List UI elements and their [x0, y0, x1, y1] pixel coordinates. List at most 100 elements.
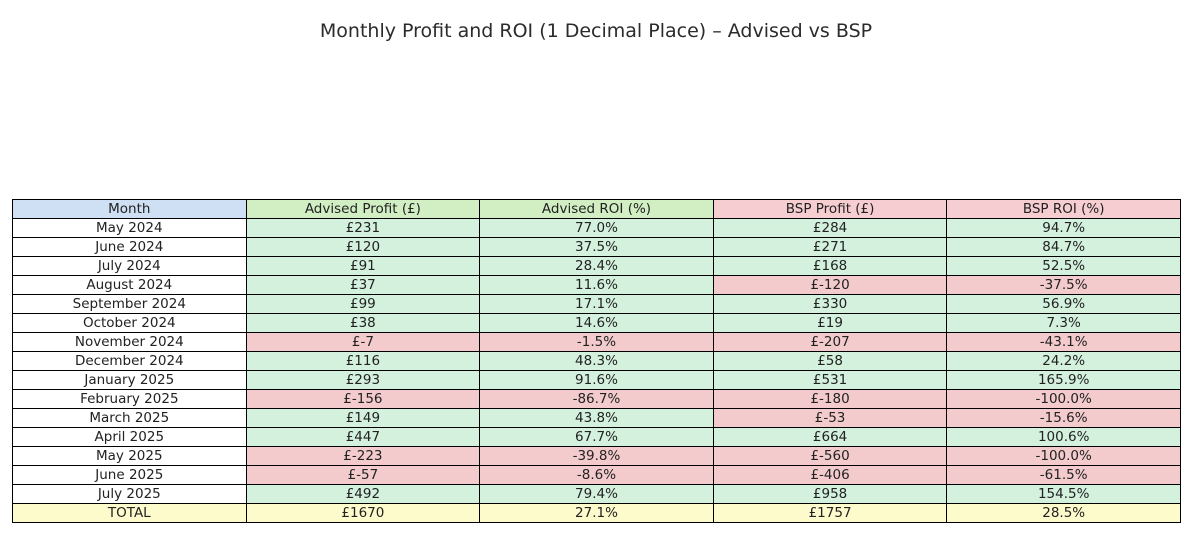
profit-roi-table: Month Advised Profit (£) Advised ROI (%)… — [12, 199, 1181, 523]
bsp-roi-cell: 24.2% — [946, 351, 1181, 371]
header-advised-profit: Advised Profit (£) — [245, 199, 481, 219]
month-cell: January 2025 — [12, 370, 247, 390]
table-row: August 2024 £37 11.6% £-120 -37.5% — [12, 275, 1181, 295]
total-month-cell: TOTAL — [12, 503, 247, 523]
advised-profit-cell: £-7 — [245, 332, 481, 352]
bsp-roi-cell: 94.7% — [946, 218, 1181, 238]
bsp-profit-cell: £284 — [712, 218, 948, 238]
header-month: Month — [12, 199, 247, 219]
bsp-profit-cell: £330 — [712, 294, 948, 314]
month-cell: October 2024 — [12, 313, 247, 333]
advised-roi-cell: 11.6% — [479, 275, 714, 295]
advised-roi-cell: -1.5% — [479, 332, 714, 352]
month-cell: May 2024 — [12, 218, 247, 238]
table-row: January 2025 £293 91.6% £531 165.9% — [12, 370, 1181, 390]
advised-roi-cell: 14.6% — [479, 313, 714, 333]
table-row: April 2025 £447 67.7% £664 100.6% — [12, 427, 1181, 447]
advised-profit-cell: £37 — [245, 275, 481, 295]
month-cell: November 2024 — [12, 332, 247, 352]
total-advised-roi-cell: 27.1% — [479, 503, 714, 523]
table-row: May 2024 £231 77.0% £284 94.7% — [12, 218, 1181, 238]
total-bsp-roi-cell: 28.5% — [946, 503, 1181, 523]
chart-title: Monthly Profit and ROI (1 Decimal Place)… — [319, 20, 873, 42]
bsp-profit-cell: £-406 — [712, 465, 948, 485]
total-advised-profit-cell: £1670 — [245, 503, 481, 523]
month-cell: June 2025 — [12, 465, 247, 485]
month-cell: June 2024 — [12, 237, 247, 257]
bsp-roi-cell: -37.5% — [946, 275, 1181, 295]
bsp-roi-cell: -15.6% — [946, 408, 1181, 428]
bsp-roi-cell: 100.6% — [946, 427, 1181, 447]
advised-profit-cell: £120 — [245, 237, 481, 257]
bsp-roi-cell: 154.5% — [946, 484, 1181, 504]
advised-roi-cell: 43.8% — [479, 408, 714, 428]
table-row: May 2025 £-223 -39.8% £-560 -100.0% — [12, 446, 1181, 466]
advised-profit-cell: £149 — [245, 408, 481, 428]
month-cell: December 2024 — [12, 351, 247, 371]
bsp-profit-cell: £271 — [712, 237, 948, 257]
advised-profit-cell: £116 — [245, 351, 481, 371]
advised-profit-cell: £492 — [245, 484, 481, 504]
table-row: November 2024 £-7 -1.5% £-207 -43.1% — [12, 332, 1181, 352]
advised-roi-cell: 17.1% — [479, 294, 714, 314]
month-cell: March 2025 — [12, 408, 247, 428]
table-row: October 2024 £38 14.6% £19 7.3% — [12, 313, 1181, 333]
advised-profit-cell: £38 — [245, 313, 481, 333]
month-cell: February 2025 — [12, 389, 247, 409]
bsp-profit-cell: £664 — [712, 427, 948, 447]
advised-profit-cell: £447 — [245, 427, 481, 447]
bsp-profit-cell: £19 — [712, 313, 948, 333]
header-row: Month Advised Profit (£) Advised ROI (%)… — [12, 199, 1181, 219]
bsp-profit-cell: £168 — [712, 256, 948, 276]
advised-roi-cell: 37.5% — [479, 237, 714, 257]
month-cell: July 2024 — [12, 256, 247, 276]
bsp-roi-cell: 84.7% — [946, 237, 1181, 257]
bsp-profit-cell: £-560 — [712, 446, 948, 466]
month-cell: August 2024 — [12, 275, 247, 295]
bsp-profit-cell: £-120 — [712, 275, 948, 295]
bsp-roi-cell: -100.0% — [946, 446, 1181, 466]
table-row: June 2024 £120 37.5% £271 84.7% — [12, 237, 1181, 257]
advised-roi-cell: 28.4% — [479, 256, 714, 276]
bsp-profit-cell: £-207 — [712, 332, 948, 352]
advised-profit-cell: £91 — [245, 256, 481, 276]
month-cell: September 2024 — [12, 294, 247, 314]
bsp-roi-cell: -100.0% — [946, 389, 1181, 409]
header-bsp-roi: BSP ROI (%) — [946, 199, 1181, 219]
bsp-profit-cell: £958 — [712, 484, 948, 504]
bsp-profit-cell: £531 — [712, 370, 948, 390]
table-row: February 2025 £-156 -86.7% £-180 -100.0% — [12, 389, 1181, 409]
advised-profit-cell: £-156 — [245, 389, 481, 409]
advised-roi-cell: 48.3% — [479, 351, 714, 371]
table-row: December 2024 £116 48.3% £58 24.2% — [12, 351, 1181, 371]
advised-profit-cell: £293 — [245, 370, 481, 390]
total-row: TOTAL £1670 27.1% £1757 28.5% — [12, 503, 1181, 523]
bsp-roi-cell: 56.9% — [946, 294, 1181, 314]
bsp-roi-cell: -61.5% — [946, 465, 1181, 485]
bsp-profit-cell: £-180 — [712, 389, 948, 409]
bsp-roi-cell: 7.3% — [946, 313, 1181, 333]
table-row: June 2025 £-57 -8.6% £-406 -61.5% — [12, 465, 1181, 485]
bsp-profit-cell: £58 — [712, 351, 948, 371]
month-cell: May 2025 — [12, 446, 247, 466]
table-row: July 2024 £91 28.4% £168 52.5% — [12, 256, 1181, 276]
table-body: May 2024 £231 77.0% £284 94.7% June 2024 £120 3… — [12, 218, 1181, 523]
bsp-roi-cell: 52.5% — [946, 256, 1181, 276]
advised-roi-cell: 79.4% — [479, 484, 714, 504]
month-cell: April 2025 — [12, 427, 247, 447]
bsp-roi-cell: 165.9% — [946, 370, 1181, 390]
month-cell: July 2025 — [12, 484, 247, 504]
advised-profit-cell: £-57 — [245, 465, 481, 485]
bsp-profit-cell: £-53 — [712, 408, 948, 428]
table-row: March 2025 £149 43.8% £-53 -15.6% — [12, 408, 1181, 428]
advised-roi-cell: -39.8% — [479, 446, 714, 466]
advised-profit-cell: £99 — [245, 294, 481, 314]
total-bsp-profit-cell: £1757 — [712, 503, 948, 523]
header-advised-roi: Advised ROI (%) — [479, 199, 714, 219]
table-row: September 2024 £99 17.1% £330 56.9% — [12, 294, 1181, 314]
advised-roi-cell: -86.7% — [479, 389, 714, 409]
advised-profit-cell: £231 — [245, 218, 481, 238]
advised-roi-cell: 91.6% — [479, 370, 714, 390]
header-bsp-profit: BSP Profit (£) — [712, 199, 948, 219]
advised-profit-cell: £-223 — [245, 446, 481, 466]
